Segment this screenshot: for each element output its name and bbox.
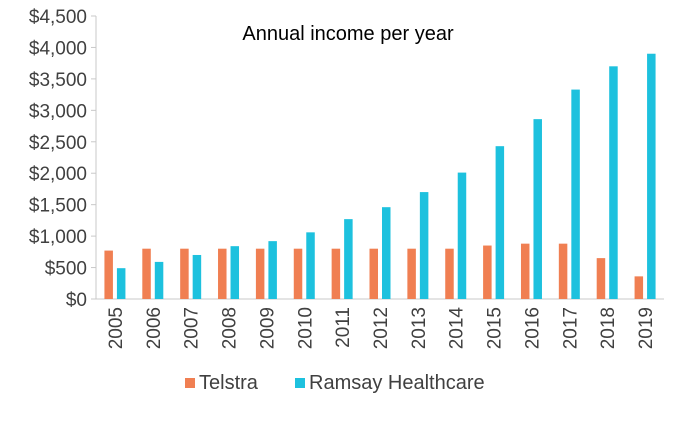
- y-tick-label: $4,000: [29, 38, 87, 59]
- bar-ramsay-healthcare-2010: [306, 232, 315, 299]
- x-tick-label: 2006: [144, 307, 165, 349]
- legend-label-telstra: Telstra: [199, 372, 259, 394]
- x-tick-label: 2014: [447, 307, 468, 350]
- x-tick-label: 2012: [371, 307, 392, 349]
- bar-ramsay-healthcare-2005: [116, 268, 126, 299]
- x-tick-label: 2008: [220, 307, 241, 349]
- legend-swatch-telstra: [185, 378, 195, 388]
- bar-ramsay-healthcare-2007: [192, 254, 202, 299]
- x-tick-label: 2017: [560, 307, 581, 349]
- x-tick-label: 2018: [598, 307, 619, 349]
- x-tick-label: 2013: [409, 307, 430, 349]
- bar-ramsay-healthcare-2014: [457, 172, 467, 299]
- x-tick-label: 2007: [182, 307, 203, 349]
- bar-telstra-2013: [407, 248, 416, 299]
- x-tick-label: 2011: [333, 307, 354, 348]
- legend-swatch-ramsay-healthcare: [295, 378, 305, 388]
- y-axis: $0 $500 $1,000 $1,500 $2,000 $2,500 $3,000 $3,5…: [29, 7, 97, 311]
- bar-ramsay-healthcare-2016: [533, 119, 542, 299]
- y-tick-label: $1,500: [29, 196, 87, 217]
- bar-telstra-2009: [255, 248, 265, 299]
- bars: [104, 53, 656, 300]
- bar-telstra-2007: [180, 248, 189, 299]
- bar-telstra-2006: [142, 248, 151, 299]
- x-tick-label: 2016: [522, 307, 543, 349]
- chart-title: Annual income per year: [242, 23, 454, 45]
- x-axis: 2005 2006 2007 2008 2009 2010 2011 2012 2013 2014…: [96, 298, 664, 350]
- y-tick-label: $500: [45, 259, 87, 280]
- bar-ramsay-healthcare-2015: [495, 146, 505, 299]
- x-tick-label: 2010: [295, 307, 316, 349]
- bar-ramsay-healthcare-2008: [230, 246, 240, 299]
- y-tick-label: $3,500: [29, 70, 87, 91]
- legend-label-ramsay-healthcare: Ramsay Healthcare: [309, 372, 485, 394]
- bar-telstra-2008: [218, 248, 227, 299]
- y-tick-label: $4,500: [29, 7, 87, 28]
- bar-ramsay-healthcare-2013: [419, 192, 429, 299]
- bar-ramsay-healthcare-2009: [268, 241, 277, 299]
- bar-telstra-2015: [483, 245, 492, 299]
- bar-ramsay-healthcare-2012: [382, 207, 391, 299]
- bar-ramsay-healthcare-2011: [344, 219, 353, 299]
- bar-ramsay-healthcare-2018: [609, 66, 618, 299]
- y-tick-label: $2,500: [29, 133, 87, 154]
- y-tick-label: $2,000: [29, 164, 87, 185]
- bar-telstra-2014: [445, 248, 454, 299]
- bar-ramsay-healthcare-2017: [571, 89, 580, 299]
- y-tick-label: $1,000: [29, 227, 87, 248]
- bar-telstra-2011: [331, 248, 341, 299]
- bar-telstra-2012: [369, 248, 378, 299]
- bar-telstra-2018: [596, 258, 606, 299]
- x-tick-label: 2009: [257, 307, 278, 349]
- y-tick-label: $0: [66, 290, 87, 311]
- bar-telstra-2010: [293, 248, 303, 299]
- x-tick-label: 2005: [106, 307, 127, 349]
- bar-ramsay-healthcare-2006: [154, 261, 164, 299]
- bar-telstra-2017: [558, 243, 568, 299]
- y-tick-label: $3,000: [29, 101, 87, 122]
- bar-telstra-2019: [634, 276, 644, 299]
- bar-telstra-2016: [520, 243, 530, 299]
- bar-ramsay-healthcare-2019: [647, 53, 656, 300]
- bar-telstra-2005: [104, 250, 113, 299]
- legend: Telstra Ramsay Healthcare: [185, 372, 485, 394]
- x-tick-label: 2019: [636, 307, 657, 349]
- x-tick-label: 2015: [485, 307, 506, 349]
